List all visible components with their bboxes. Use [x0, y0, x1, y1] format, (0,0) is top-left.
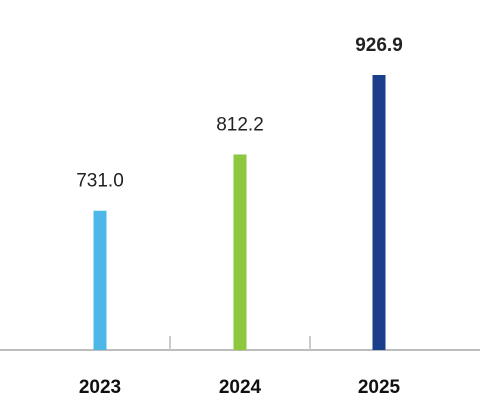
data-label-2024: 812.2	[216, 114, 264, 135]
x-tick-label-2025: 2025	[358, 377, 401, 398]
data-label-2023: 731.0	[76, 171, 124, 192]
data-labels: 731.0 812.2 926.9	[76, 35, 403, 192]
bar-series	[93, 75, 386, 350]
bar-2025	[372, 75, 386, 350]
x-tick-label-2024: 2024	[219, 377, 262, 398]
data-label-2025: 926.9	[355, 35, 403, 56]
bar-2024	[233, 154, 247, 350]
x-tick-labels: 2023 2024 2025	[79, 377, 401, 398]
bar-2023	[93, 210, 107, 350]
x-tick-label-2023: 2023	[79, 377, 121, 398]
